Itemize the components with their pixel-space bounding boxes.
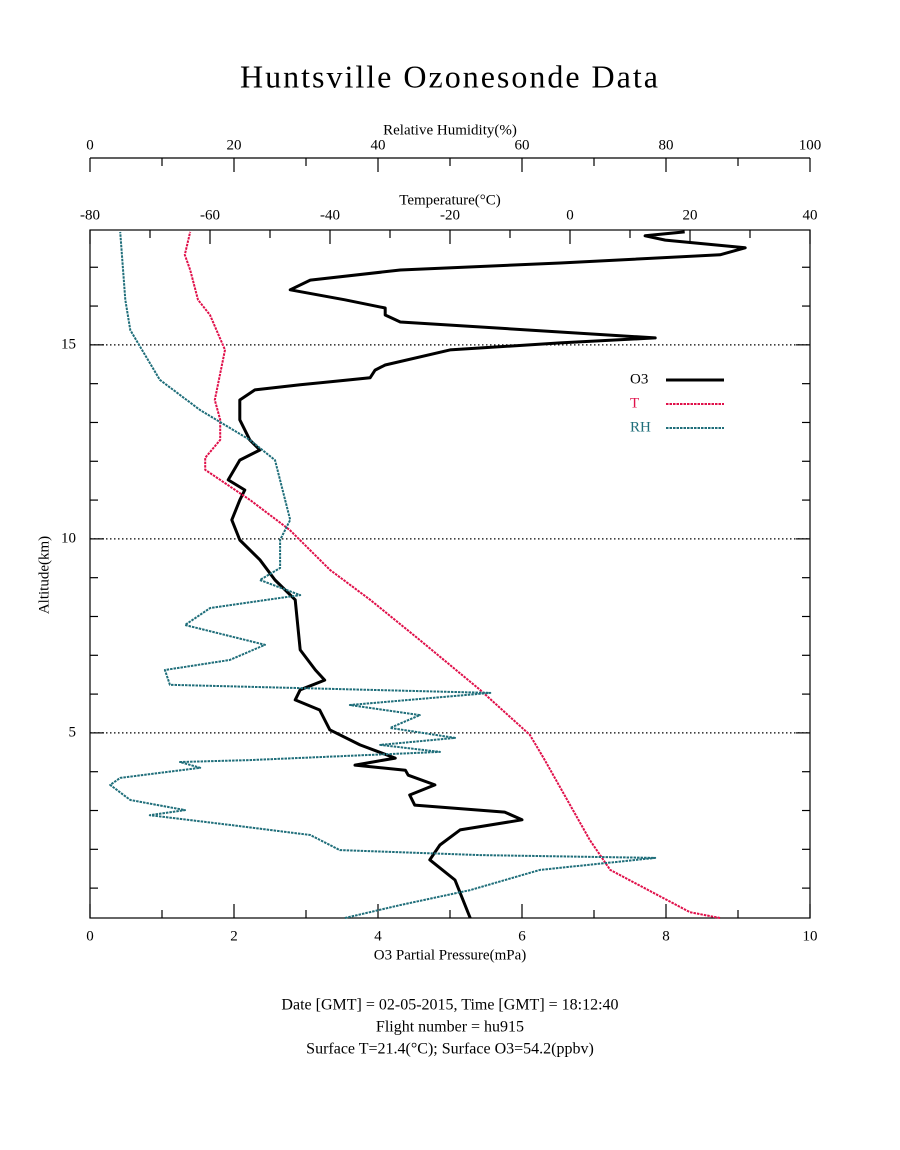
y-axis-label: Altitude(km) <box>36 536 52 614</box>
temperature-tick-label: -80 <box>80 207 100 223</box>
x-axis-label: O3 Partial Pressure(mPa) <box>374 947 526 963</box>
x-tick-label: 10 <box>803 928 818 944</box>
y-tick-label: 5 <box>69 724 77 740</box>
rh-tick-label: 100 <box>799 137 822 153</box>
rh-tick-label: 60 <box>515 137 530 153</box>
x-tick-label: 6 <box>518 928 526 944</box>
legend-label: T <box>630 395 639 411</box>
series-line <box>183 231 721 919</box>
footer-note: Date [GMT] = 02-05-2015, Time [GMT] = 18… <box>281 997 618 1014</box>
footer-note: Surface T=21.4(°C); Surface O3=54.2(ppbv… <box>306 1041 594 1058</box>
plot-frame <box>89 229 811 919</box>
x-tick-label: 4 <box>374 928 382 944</box>
x-tick-label: 8 <box>662 928 670 944</box>
temperature-tick-label: -60 <box>200 207 220 223</box>
temperature-tick-label: 0 <box>566 207 574 223</box>
footer-note: Flight number = hu915 <box>376 1019 524 1036</box>
y-tick-label: 15 <box>61 336 76 352</box>
temperature-axis-label: Temperature(°C) <box>399 192 501 208</box>
rh-axis-label: Relative Humidity(%) <box>383 122 517 138</box>
x-tick-label: 2 <box>230 928 238 944</box>
rh-tick-label: 0 <box>86 137 94 153</box>
temperature-tick-label: 40 <box>803 207 818 223</box>
legend-label: RH <box>630 419 651 435</box>
y-tick-label: 10 <box>61 530 76 546</box>
temperature-tick-label: 20 <box>683 207 698 223</box>
legend-label: O3 <box>630 371 648 387</box>
series-line <box>226 230 747 919</box>
x-tick-label: 0 <box>86 928 94 944</box>
rh-tick-label: 80 <box>659 137 674 153</box>
temperature-tick-label: -20 <box>440 207 460 223</box>
chart-title: Huntsville Ozonesonde Data <box>240 58 660 94</box>
series-line <box>109 231 657 919</box>
temperature-tick-label: -40 <box>320 207 340 223</box>
rh-tick-label: 20 <box>227 137 242 153</box>
rh-tick-label: 40 <box>371 137 386 153</box>
